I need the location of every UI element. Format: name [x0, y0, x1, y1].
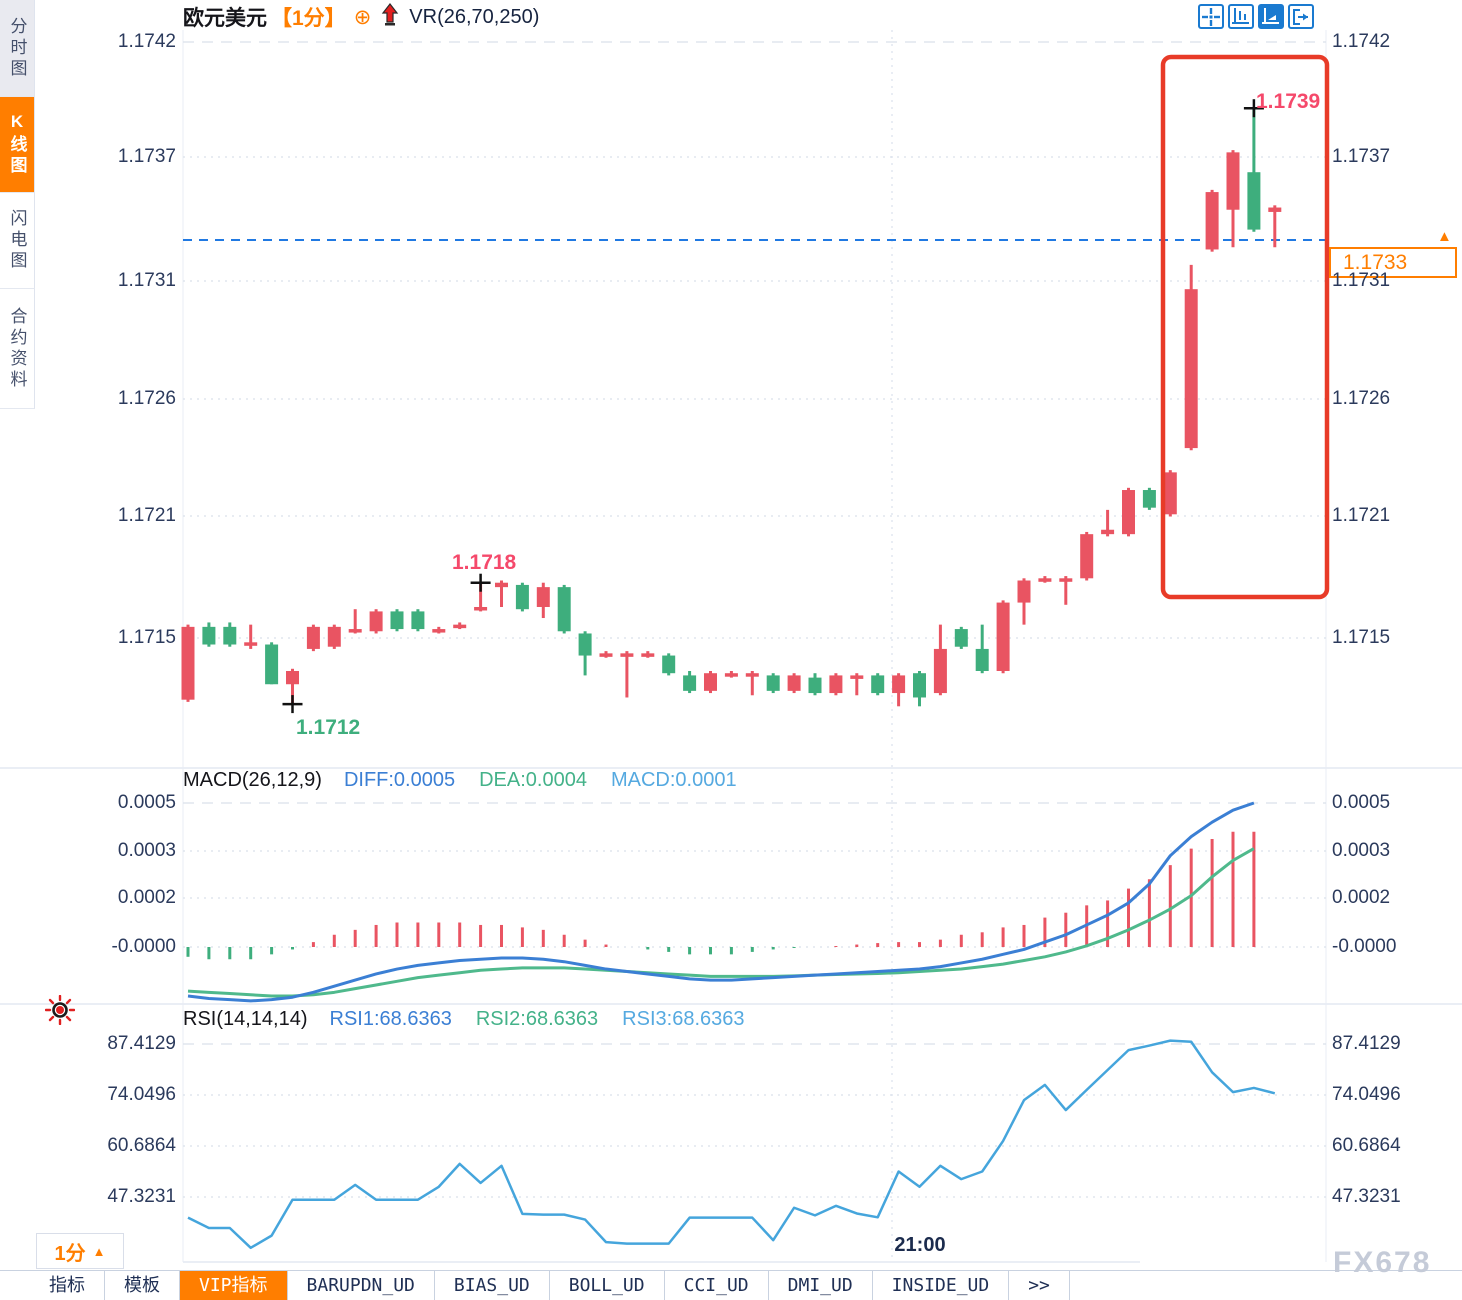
price-axis-label-right-1: 1.1737: [1332, 146, 1391, 167]
price-axis-label-left-3: 1.1726: [117, 388, 176, 409]
macd-axis-label-right-0: 0.0005: [1332, 792, 1391, 813]
price-axis-label-right-0: 1.1742: [1332, 31, 1391, 52]
indicator-tab-bar: 指标 模板 VIP指标 BARUPDN_UD BIAS_UD BOLL_UD CCI_UD D…: [0, 1270, 1462, 1300]
rsi1-value: RSI1:68.6363: [329, 1007, 452, 1030]
bottom-tab-0[interactable]: 指标: [30, 1271, 105, 1300]
red-up-arrow-icon: [381, 2, 399, 32]
macd-axis-label-left-0: 0.0005: [117, 792, 176, 813]
price-axis-label-left-2: 1.1731: [117, 270, 176, 291]
macd-title: MACD(26,12,9): [183, 768, 322, 791]
period-selector-label: 1分: [54, 1242, 86, 1265]
rsi-title: RSI(14,14,14): [183, 1007, 308, 1030]
rsi-axis-label-right-2: 60.6864: [1332, 1135, 1401, 1156]
bottom-tab-9[interactable]: >>: [1009, 1271, 1070, 1300]
price-axis-label-right-2: 1.1731: [1332, 270, 1391, 291]
bottom-tab-2[interactable]: VIP指标: [180, 1271, 288, 1300]
bottom-tab-5[interactable]: BOLL_UD: [550, 1271, 665, 1300]
export-icon-button[interactable]: [1288, 4, 1314, 29]
price-axis-label-left-4: 1.1721: [117, 505, 176, 526]
watermark: FX678: [1333, 1246, 1432, 1279]
bottom-tab-3[interactable]: BARUPDN_UD: [288, 1271, 435, 1300]
crosshair-icon-button[interactable]: [1198, 4, 1224, 29]
globe-icon[interactable]: ⊕: [353, 5, 372, 29]
chart-header: 欧元美元 【1分】 ⊕ VR(26,70,250): [183, 2, 540, 32]
price-up-arrow-icon: ▲: [1437, 228, 1452, 245]
rsi-axis-label-right-1: 74.0496: [1332, 1084, 1401, 1105]
period-label[interactable]: 【1分】: [271, 7, 346, 30]
macd-axis-label-right-2: 0.0002: [1332, 887, 1391, 908]
symbol-title: 欧元美元: [183, 7, 267, 30]
alert-sun-icon[interactable]: [44, 994, 76, 1030]
period-dropdown-icon: ▲: [92, 1243, 106, 1259]
rsi-axis-label-right-0: 87.4129: [1332, 1033, 1401, 1054]
vr-indicator-label: VR(26,70,250): [409, 5, 540, 28]
pointer-icon-button[interactable]: [1258, 4, 1284, 29]
macd-diff-value: DIFF:0.0005: [343, 768, 456, 791]
bottom-tab-7[interactable]: DMI_UD: [769, 1271, 873, 1300]
price-axis-label-left-5: 1.1715: [117, 627, 176, 648]
sidebar-tab-2[interactable]: 闪电图: [0, 193, 35, 289]
macd-axis-label-left-2: 0.0002: [117, 887, 176, 908]
macd-axis-label-right-1: 0.0003: [1332, 840, 1391, 861]
price-axis-label-right-3: 1.1726: [1332, 388, 1391, 409]
rsi-axis-label-left-2: 60.6864: [107, 1135, 176, 1156]
macd-dea-value: DEA:0.0004: [479, 768, 587, 791]
macd-value: MACD:0.0001: [610, 768, 737, 791]
rsi-info-row: RSI(14,14,14) RSI1:68.6363 RSI2:68.6363 …: [183, 1007, 745, 1031]
rsi3-value: RSI3:68.6363: [622, 1007, 745, 1030]
last-price-tag: 1.1733: [1329, 247, 1457, 278]
bottom-tab-1[interactable]: 模板: [105, 1271, 180, 1300]
sidebar: 分时图 K线图 闪电图 合约资料: [0, 0, 35, 409]
price-axis-label-right-4: 1.1721: [1332, 505, 1391, 526]
macd-axis-label-left-1: 0.0003: [117, 840, 176, 861]
sidebar-tab-1[interactable]: K线图: [0, 97, 35, 193]
rsi-axis-label-left-0: 87.4129: [107, 1033, 176, 1054]
price-axis-label-left-1: 1.1737: [117, 146, 176, 167]
rsi-axis-label-right-3: 47.3231: [1332, 1186, 1401, 1207]
bottom-tab-6[interactable]: CCI_UD: [665, 1271, 769, 1300]
axis-scale-icon-button[interactable]: [1228, 4, 1254, 29]
macd-axis-label-left-3: -0.0000: [111, 936, 176, 957]
bottom-tab-4[interactable]: BIAS_UD: [435, 1271, 550, 1300]
rsi-axis-label-left-1: 74.0496: [107, 1084, 176, 1105]
rsi2-value: RSI2:68.6363: [475, 1007, 599, 1030]
low-price-annotation: 1.1712: [296, 716, 361, 739]
spike-high-annotation: 1.1739: [1256, 90, 1321, 113]
price-axis-label-right-5: 1.1715: [1332, 627, 1391, 648]
high-price-annotation: 1.1718: [452, 551, 517, 574]
price-axis-label-left-0: 1.1742: [117, 31, 176, 52]
macd-info-row: MACD(26,12,9) DIFF:0.0005 DEA:0.0004 MAC…: [183, 768, 737, 792]
rsi-axis-label-left-3: 47.3231: [107, 1186, 176, 1207]
sidebar-tab-3[interactable]: 合约资料: [0, 289, 35, 409]
time-axis-label: 21:00: [894, 1234, 946, 1256]
macd-axis-label-right-3: -0.0000: [1332, 936, 1397, 957]
period-selector[interactable]: 1分 ▲: [36, 1233, 124, 1269]
sidebar-tab-0[interactable]: 分时图: [0, 0, 35, 97]
bottom-tab-8[interactable]: INSIDE_UD: [873, 1271, 1010, 1300]
